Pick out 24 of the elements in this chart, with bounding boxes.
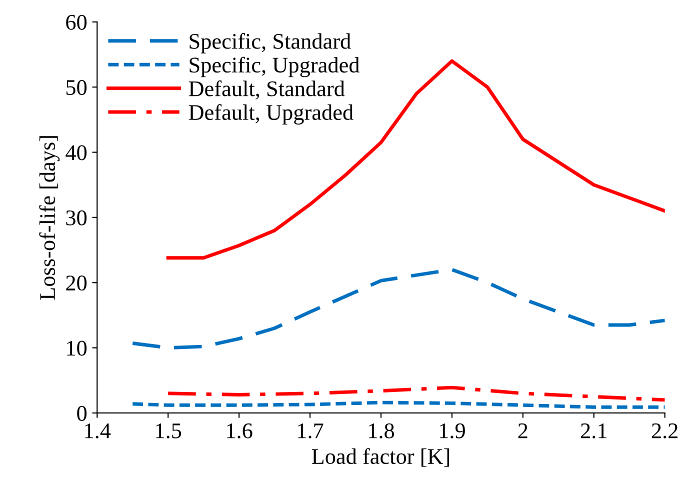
x-tick-label: 1.7	[298, 423, 324, 438]
x-axis-title: Load factor [K]	[312, 448, 450, 467]
y-tick-label: 10	[67, 340, 87, 356]
y-tick-label: 40	[66, 145, 87, 160]
legend-label: Default, Upgraded	[188, 104, 354, 125]
legend-label: Specific, Standard	[190, 33, 351, 54]
x-tick-label: 1.5	[156, 423, 182, 438]
x-tick-label: 1.9	[440, 423, 465, 438]
y-tick-label: 0	[77, 406, 87, 421]
x-tick-label: 2	[518, 423, 528, 438]
x-tick-label: 1.4	[85, 423, 111, 438]
legend-label: Specific, Upgraded	[190, 56, 360, 78]
x-tick-label: 1.6	[227, 423, 252, 438]
x-tick-label: 1.8	[369, 423, 394, 438]
y-tick-label: 60	[66, 14, 87, 30]
line-series	[166, 386, 665, 402]
x-tick-label: 2.1	[580, 423, 606, 438]
y-tick-label: 50	[66, 80, 87, 96]
y-tick-label: 20	[66, 276, 87, 291]
y-axis-title: Loss-of-life [days]	[39, 136, 60, 300]
legend-label: Default, Standard	[188, 80, 345, 100]
line-series	[130, 268, 665, 350]
x-tick-label: 2.2	[652, 423, 678, 438]
y-tick-label: 30	[66, 210, 87, 226]
